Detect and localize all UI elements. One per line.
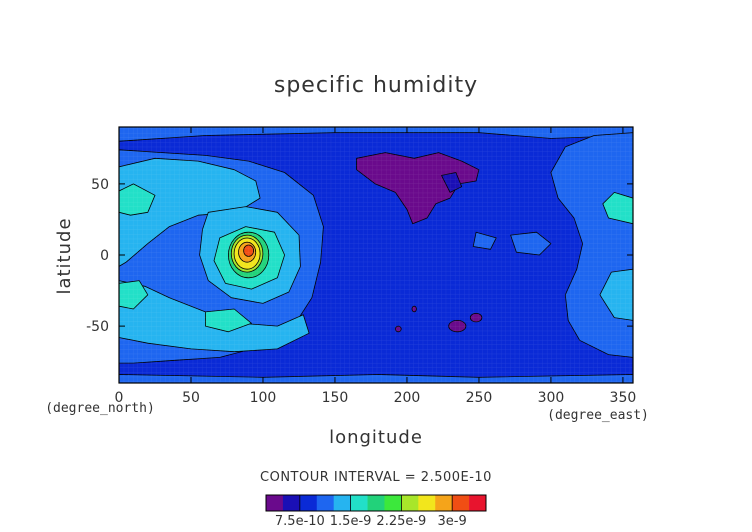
chart-title: specific humidity — [274, 73, 478, 98]
colorbar: 7.5e-10 1.5e-9 2.25e-9 3e-9 — [265, 494, 487, 529]
colorbar-swatch — [316, 495, 334, 511]
x-tick-label: 250 — [466, 390, 493, 406]
x-tick-label: 350 — [610, 390, 637, 406]
y-tick-label: -50 — [86, 319, 109, 335]
colorbar-swatch — [469, 495, 487, 511]
y-axis: -50 0 50 — [86, 177, 633, 335]
colorbar-swatch — [266, 495, 284, 511]
x-unit-label: (degree_east) — [547, 408, 649, 423]
colorbar-swatch — [435, 495, 453, 511]
x-tick-label: 300 — [538, 390, 565, 406]
x-tick-label: 100 — [250, 390, 277, 406]
y-tick-label: 50 — [91, 177, 109, 193]
colorbar-swatch — [282, 495, 301, 511]
colorbar-swatch — [299, 495, 318, 511]
colorbar-swatch — [384, 495, 402, 511]
colorbar-tick-label: 3e-9 — [438, 514, 467, 529]
x-tick-label: 150 — [322, 390, 349, 406]
y-unit-label: (degree_north) — [45, 401, 155, 416]
contour-interval-text: CONTOUR INTERVAL = 2.500E-10 — [260, 470, 492, 485]
grid-overlay — [119, 127, 633, 383]
x-tick-label: 200 — [394, 390, 421, 406]
x-axis: 0 50 100 150 200 250 300 350 — [115, 127, 637, 406]
y-axis-label: latitude — [54, 217, 75, 294]
colorbar-swatch — [333, 495, 351, 511]
colorbar-frame — [265, 494, 487, 512]
colorbar-tick-label: 7.5e-10 — [275, 514, 325, 529]
x-tick-label: 0 — [115, 390, 124, 406]
colorbar-tick-label: 1.5e-9 — [330, 514, 372, 529]
colorbar-swatch — [367, 495, 385, 511]
colorbar-swatch — [350, 495, 368, 511]
colorbar-tick-label: 2.25e-9 — [376, 514, 426, 529]
x-tick-label: 50 — [182, 390, 200, 406]
colorbar-swatch — [401, 495, 419, 511]
plot-area — [118, 126, 634, 384]
colorbar-swatch — [418, 495, 436, 511]
x-axis-label: longitude — [329, 427, 423, 448]
y-tick-label: 0 — [100, 248, 109, 264]
colorbar-swatch — [452, 495, 470, 511]
